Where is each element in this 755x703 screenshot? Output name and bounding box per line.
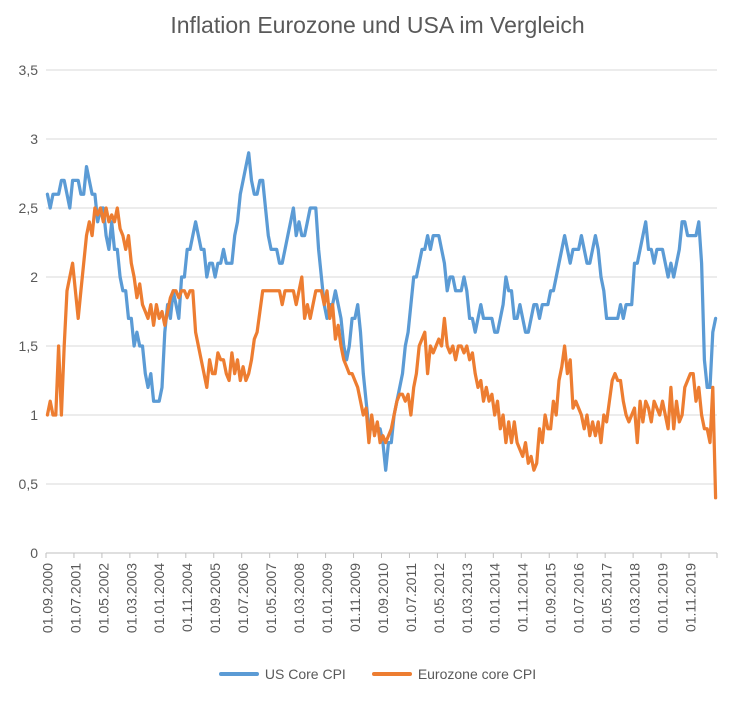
legend-line-swatch-icon <box>371 672 412 676</box>
svg-text:01.07.2011: 01.07.2011 <box>403 563 419 632</box>
svg-text:01.05.2002: 01.05.2002 <box>95 563 111 633</box>
svg-text:01.05.2017: 01.05.2017 <box>599 563 615 633</box>
x-axis-labels: 01.09.2000 01.07.2001 01.05.2002 01.03.2003… <box>39 563 698 633</box>
x-axis-ticks <box>45 553 718 558</box>
svg-text:01.03.2008: 01.03.2008 <box>291 563 307 633</box>
svg-text:0,5: 0,5 <box>19 476 39 492</box>
svg-text:1,5: 1,5 <box>19 338 39 354</box>
svg-text:01.09.2000: 01.09.2000 <box>39 563 55 633</box>
svg-text:01.01.2019: 01.01.2019 <box>654 563 670 633</box>
svg-text:01.11.2004: 01.11.2004 <box>179 563 195 632</box>
legend-item-eurozone-core-cpi: Eurozone core CPI <box>371 666 537 682</box>
svg-text:01.11.2019: 01.11.2019 <box>682 563 698 632</box>
legend-line-swatch-icon <box>218 672 259 676</box>
svg-text:01.01.2014: 01.01.2014 <box>487 563 503 633</box>
svg-text:1: 1 <box>30 407 38 423</box>
svg-text:3: 3 <box>30 131 38 147</box>
svg-text:01.03.2018: 01.03.2018 <box>627 563 643 633</box>
chart-title: Inflation Eurozone und USA im Vergleich <box>170 12 585 38</box>
svg-text:01.01.2009: 01.01.2009 <box>319 563 335 633</box>
svg-text:01.09.2015: 01.09.2015 <box>543 563 559 633</box>
chart-plot-area: 00,511,522,533,501.09.2000 01.07.2001 01.0… <box>19 62 718 633</box>
svg-text:01.07.2001: 01.07.2001 <box>67 563 83 633</box>
svg-text:01.05.2007: 01.05.2007 <box>263 563 279 633</box>
y-axis-labels: 0 0,5 1 1,5 2 2,5 3 3,5 <box>19 62 39 561</box>
svg-text:2: 2 <box>30 269 38 285</box>
svg-text:01.03.2013: 01.03.2013 <box>459 563 475 633</box>
series-line-us-core-cpi <box>45 151 718 472</box>
svg-text:01.05.2012: 01.05.2012 <box>431 563 447 633</box>
svg-text:01.11.2009: 01.11.2009 <box>347 563 363 632</box>
svg-text:0: 0 <box>30 545 38 561</box>
svg-text:01.03.2003: 01.03.2003 <box>123 563 139 633</box>
svg-text:01.07.2016: 01.07.2016 <box>571 563 587 633</box>
svg-text:2,5: 2,5 <box>19 200 39 216</box>
legend-label: US Core CPI <box>264 666 346 682</box>
y-gridlines <box>46 69 717 485</box>
legend-label: Eurozone core CPI <box>417 666 537 682</box>
chart-legend: US Core CPI Eurozone core CPI <box>0 666 755 682</box>
legend-item-us-core-cpi: US Core CPI <box>218 666 346 682</box>
svg-text:3,5: 3,5 <box>19 62 39 78</box>
svg-text:01.09.2010: 01.09.2010 <box>375 563 391 633</box>
series-line-eurozone-core-cpi <box>45 206 718 500</box>
svg-text:01.07.2006: 01.07.2006 <box>235 563 251 633</box>
svg-text:01.09.2005: 01.09.2005 <box>207 563 223 633</box>
svg-text:01.11.2014: 01.11.2014 <box>515 563 531 632</box>
svg-text:01.01.2004: 01.01.2004 <box>151 563 167 633</box>
